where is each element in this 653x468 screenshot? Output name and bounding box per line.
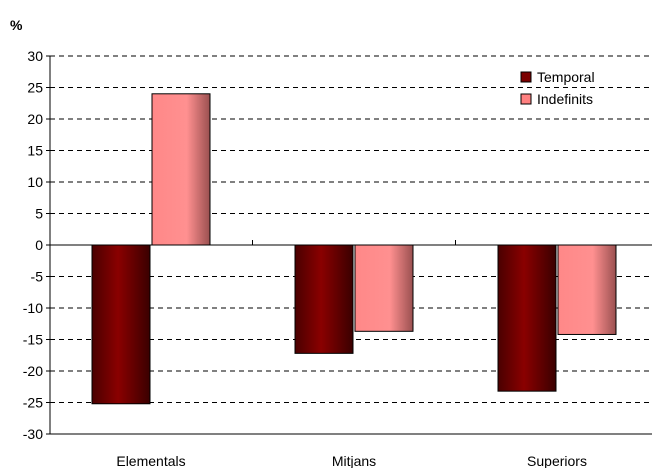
legend-swatch-indefinits xyxy=(520,93,532,105)
bar-temporal-superiors xyxy=(497,244,557,392)
y-tick-label: -5 xyxy=(31,269,44,285)
bar-indefinits-mitjans xyxy=(354,244,414,332)
y-tick-label: -30 xyxy=(23,426,43,442)
y-tick-label: 10 xyxy=(27,174,43,190)
axes: 30 25 20 15 10 5 0 -5 -10 -15 -20 -25 -30 Elementals M… xyxy=(23,48,652,468)
x-category-label: Elementals xyxy=(116,453,185,468)
y-tick-label: -25 xyxy=(23,395,43,411)
bars xyxy=(91,93,617,405)
y-tick-label: -15 xyxy=(23,332,43,348)
y-unit-label: % xyxy=(10,17,23,33)
bar-indefinits-elementals xyxy=(151,93,211,246)
y-tick-label: -20 xyxy=(23,363,43,379)
legend: Temporal Indefinits xyxy=(520,69,595,107)
legend-label-indefinits: Indefinits xyxy=(537,91,593,107)
y-tick-label: 15 xyxy=(27,143,43,159)
bar-temporal-mitjans xyxy=(294,244,354,354)
x-category-label: Mitjans xyxy=(332,453,376,468)
bar-temporal-elementals xyxy=(91,244,151,405)
y-tick-label: 0 xyxy=(35,237,43,253)
y-tick-label: 5 xyxy=(35,206,43,222)
y-tick-label: 20 xyxy=(27,111,43,127)
y-tick-label: 25 xyxy=(27,80,43,96)
bar-indefinits-superiors xyxy=(557,244,617,335)
legend-swatch-temporal xyxy=(520,71,532,83)
y-tick-label: -10 xyxy=(23,300,43,316)
legend-label-temporal: Temporal xyxy=(537,69,595,85)
x-category-label: Superiors xyxy=(527,453,587,468)
y-tick-label: 30 xyxy=(27,48,43,64)
